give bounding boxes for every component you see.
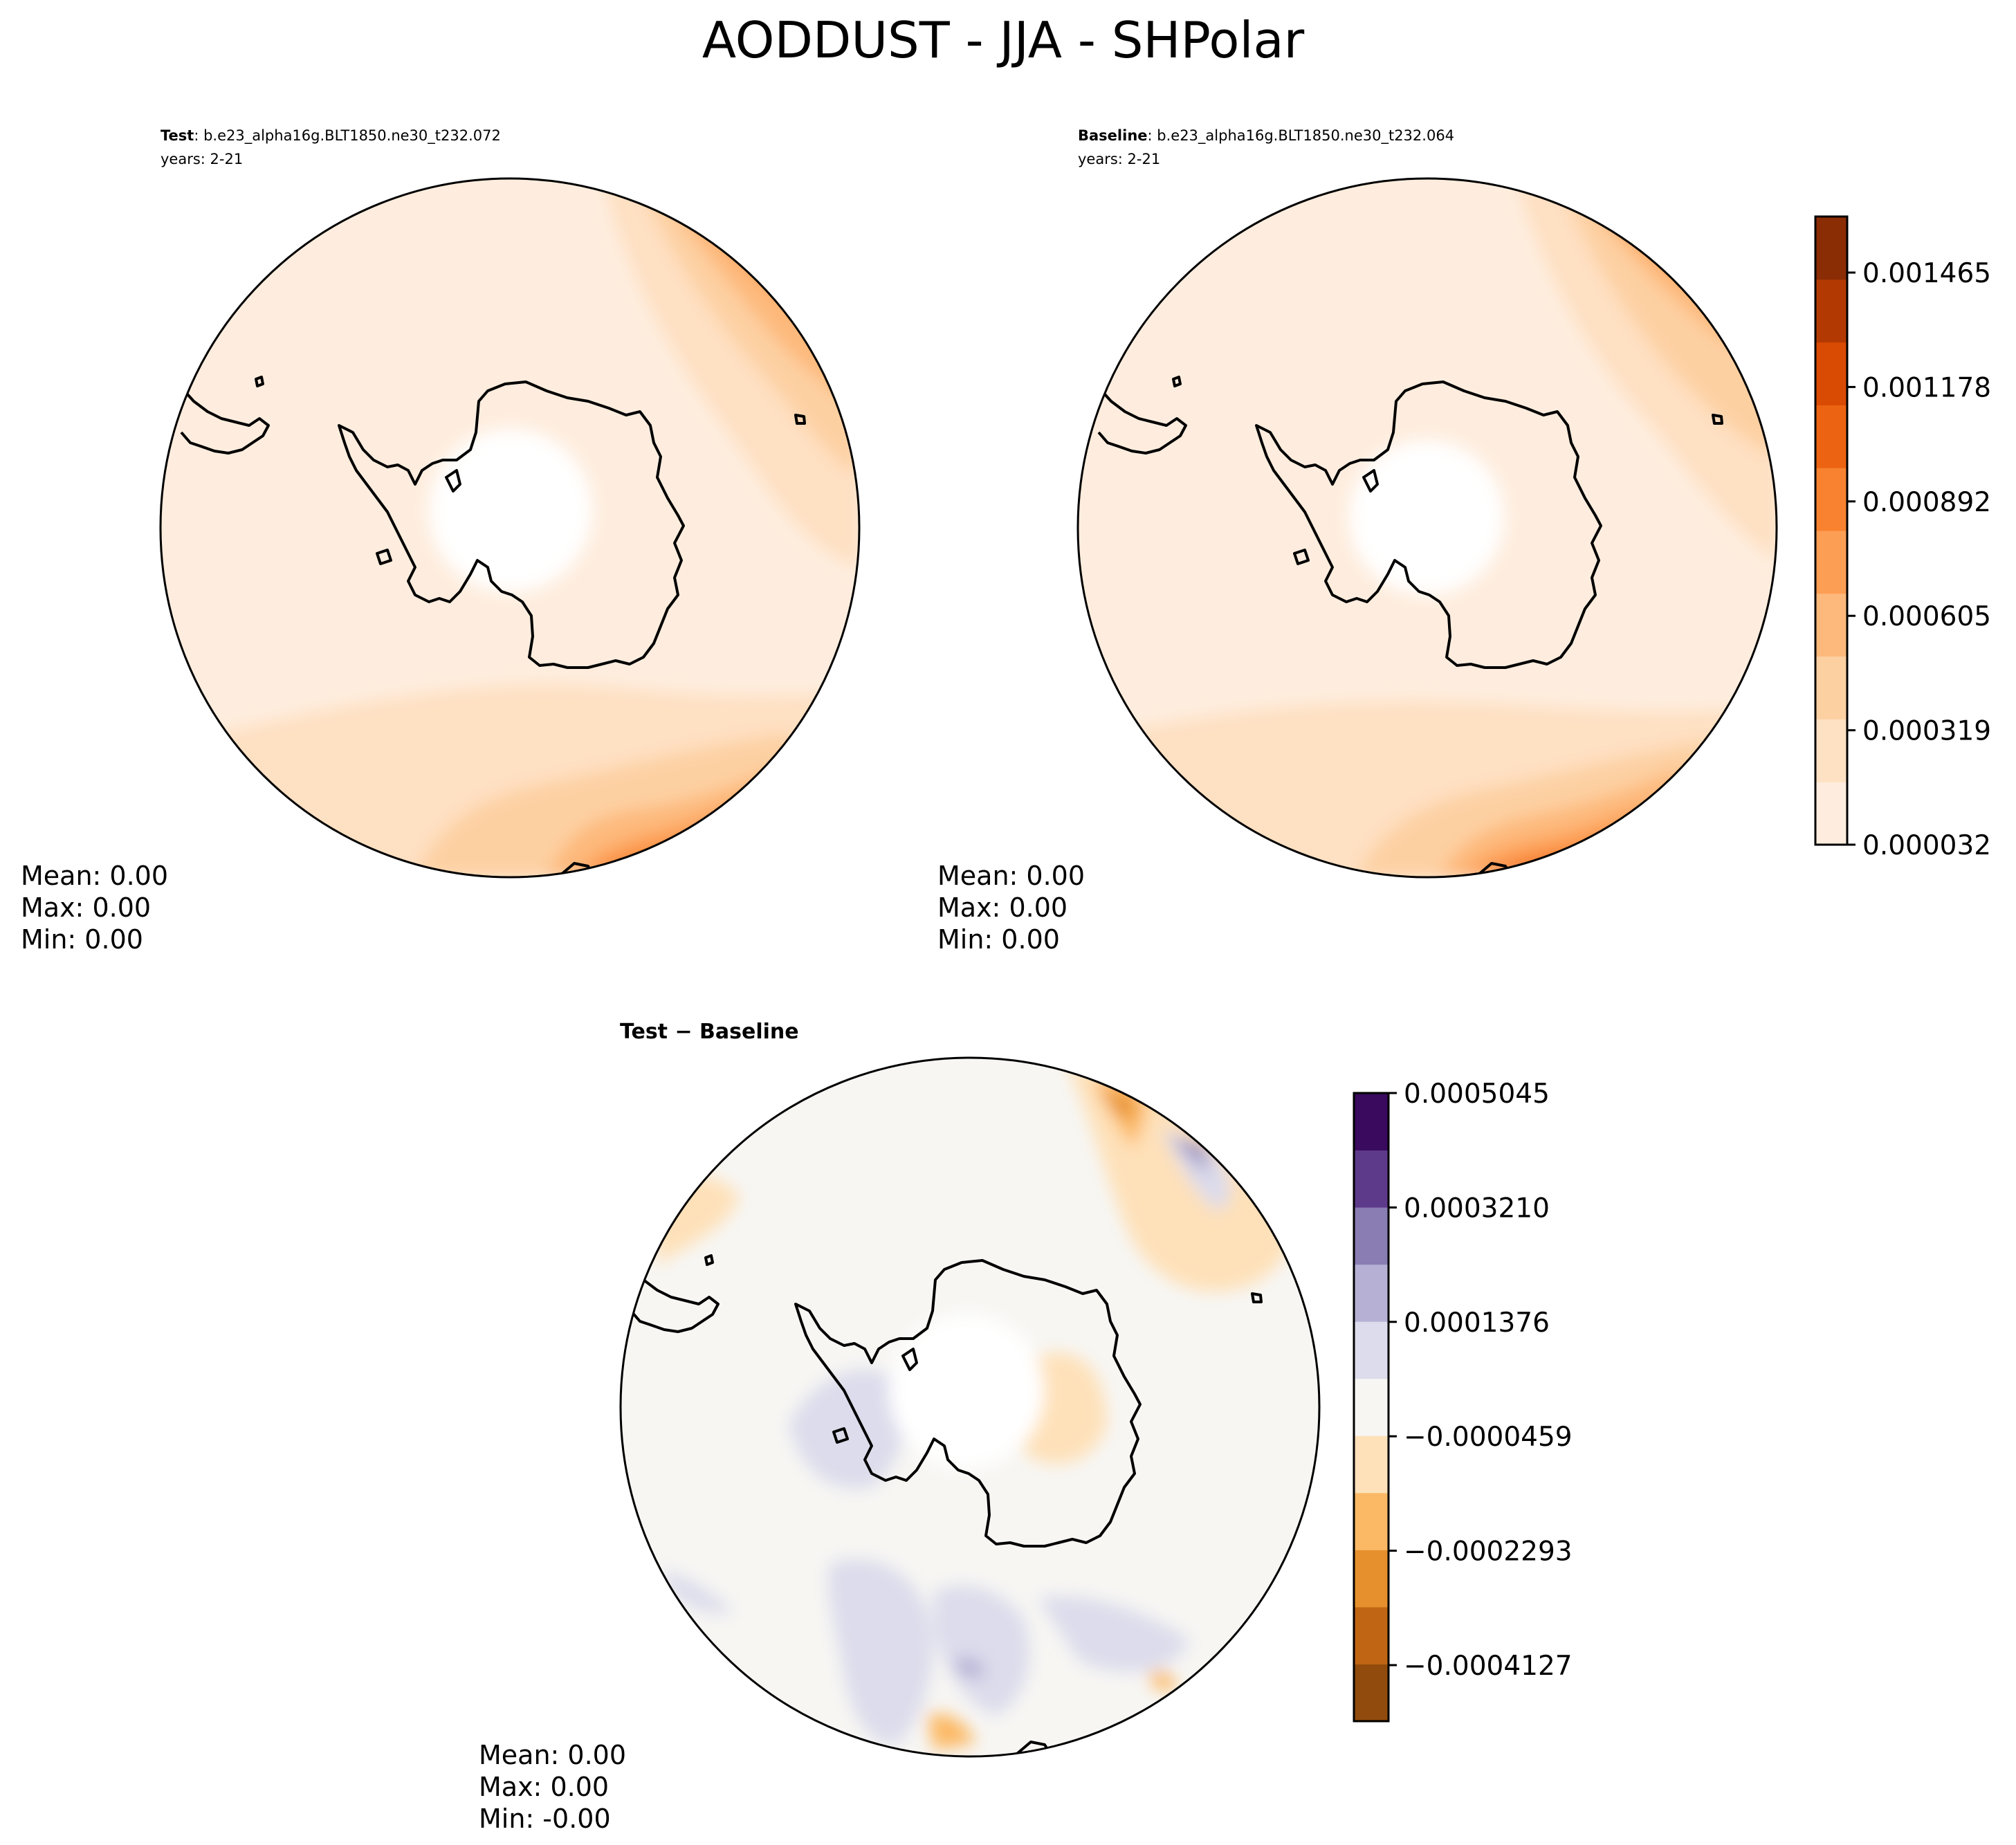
colorbar-diff-ticks: 0.0005045 0.0003210 0.0001376 −0.0000459 −0.… [1389,1078,1573,1682]
panel-baseline: Baseline: b.e23_alpha16g.BLT1850.ne30_t2… [937,127,1778,955]
colorbar-main-tick-label: 0.000605 [1862,601,1991,632]
colorbar-main-swatch [1815,342,1847,405]
panel-diff-mean: Mean: 0.00 [479,1740,626,1770]
colorbar-diff-swatch [1354,1550,1389,1608]
colorbar-main-tick-label: 0.000032 [1862,830,1991,861]
colorbar-main-tick-label: 0.001465 [1862,258,1991,289]
panel-test-header: Test: b.e23_alpha16g.BLT1850.ne30_t232.0… [161,127,501,145]
figure-title: AODDUST - JJA - SHPolar [702,11,1305,69]
colorbar-diff-tick-label: 0.0003210 [1404,1193,1550,1224]
colorbar-main-swatch [1815,531,1847,594]
colorbar-main-tick-label: 0.001178 [1862,372,1991,403]
colorbar-diff-tick-label: −0.0004127 [1404,1651,1573,1682]
colorbar-diff-swatches [1354,1093,1389,1722]
colorbar-diff-swatch [1354,1492,1389,1550]
colorbar-main: 0.000032 0.000319 0.000605 0.000892 0.001178… [1814,215,1991,861]
colorbar-diff-swatch [1354,1606,1389,1664]
panel-baseline-map-boundary [1076,177,1778,879]
colorbar-main-swatch [1815,719,1847,782]
colorbar-main-swatch [1815,217,1847,280]
panel-test-min: Min: 0.00 [21,924,143,955]
panel-diff-map-boundary [619,1056,1321,1758]
colorbar-main-swatch [1815,782,1847,845]
panel-baseline-map [1078,178,1777,877]
colorbar-main-tick-label: 0.000892 [1862,487,1991,518]
colorbar-main-swatches [1815,217,1847,845]
panel-test-label: Test [161,127,194,144]
panel-baseline-min: Min: 0.00 [937,924,1060,955]
colorbar-diff-swatch [1354,1207,1389,1265]
colorbar-main-swatch [1815,405,1847,468]
colorbar-diff-frame [1353,1092,1390,1723]
panel-baseline-mean: Mean: 0.00 [937,861,1085,891]
panel-baseline-header: Baseline: b.e23_alpha16g.BLT1850.ne30_t2… [1078,127,1454,145]
colorbar-diff-swatch [1354,1264,1389,1322]
colorbar-diff-tick-label: 0.0001376 [1404,1307,1550,1339]
panel-test-years: years: 2-21 [161,151,243,167]
colorbar-diff-swatch [1354,1093,1389,1151]
colorbar-main-swatch [1815,279,1847,343]
colorbar-diff-tick-label: −0.0000459 [1404,1422,1573,1453]
colorbar-main-swatch [1815,468,1847,531]
colorbar-main-tick-label: 0.000319 [1862,716,1991,747]
panel-diff-map [621,1058,1319,1756]
panel-test: Test: b.e23_alpha16g.BLT1850.ne30_t232.0… [21,127,861,955]
panel-diff-max: Max: 0.00 [479,1772,609,1802]
colorbar-diff-swatch [1354,1321,1389,1379]
colorbar-main-swatch [1815,656,1847,719]
panel-diff-min: Min: -0.00 [479,1803,611,1834]
colorbar-diff-swatch [1354,1378,1389,1436]
panel-diff-title: Test − Baseline [620,1020,799,1044]
panel-baseline-label: Baseline [1078,127,1148,144]
panel-baseline-max: Max: 0.00 [937,892,1067,923]
colorbar-main-frame [1814,215,1849,846]
colorbar-diff-swatch [1354,1435,1389,1494]
panel-baseline-years: years: 2-21 [1078,151,1160,167]
panel-test-max: Max: 0.00 [21,892,151,923]
panel-test-mean: Mean: 0.00 [21,861,168,891]
colorbar-diff-swatch [1354,1150,1389,1208]
colorbar-diff-tick-label: −0.0002293 [1404,1536,1573,1568]
colorbar-main-ticks: 0.000032 0.000319 0.000605 0.000892 0.001178… [1847,258,1991,861]
colorbar-diff-swatch [1354,1664,1389,1722]
panel-baseline-case: : b.e23_alpha16g.BLT1850.ne30_t232.064 [1148,127,1455,145]
colorbar-main-swatch [1815,593,1847,657]
colorbar-diff: 0.0005045 0.0003210 0.0001376 −0.0000459 −0.… [1353,1078,1573,1723]
panel-diff: Test − Baseline [479,1020,1321,1834]
panel-test-map-boundary [159,177,861,879]
colorbar-diff-tick-label: 0.0005045 [1404,1078,1550,1110]
panel-test-case: : b.e23_alpha16g.BLT1850.ne30_t232.072 [194,127,501,145]
